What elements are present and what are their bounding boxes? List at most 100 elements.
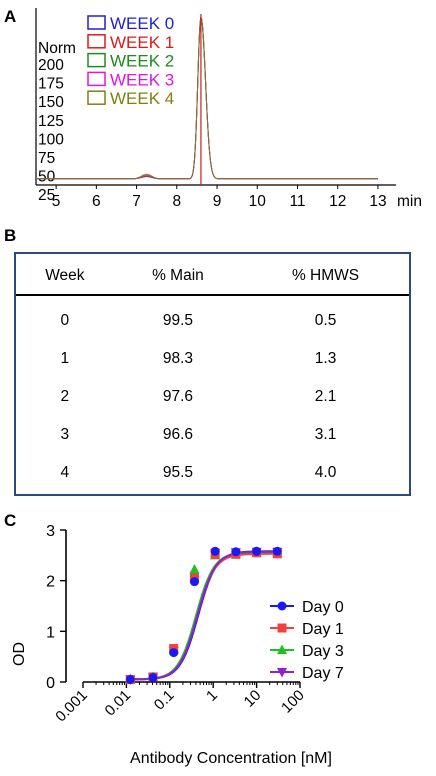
data-point (272, 546, 282, 556)
cell-hmws: 1.3 (314, 350, 337, 367)
y-tick-label: 2 (46, 574, 55, 591)
purity-table-box: Week % Main % HMWS 0 99.5 0.5 1 98.3 1.3… (14, 252, 411, 496)
legend-label: WEEK 3 (110, 70, 174, 89)
chromatogram-curves (36, 14, 378, 185)
data-point (252, 546, 262, 556)
cell-week: 2 (60, 388, 70, 405)
chromatogram-x-unit-label: min (397, 193, 422, 210)
table-row: 4 95.5 4.0 (16, 454, 409, 492)
chromatogram-y-unit-label: Norm (38, 40, 76, 57)
data-point (189, 564, 200, 574)
x-tick-label: 0.1 (151, 687, 178, 714)
data-point (125, 674, 135, 684)
table-row: 0 99.5 0.5 (16, 295, 409, 340)
legend-label: Day 7 (302, 665, 344, 682)
x-tick-label: 10 (249, 193, 267, 210)
x-tick-label: 7 (132, 193, 141, 210)
cell-main: 97.6 (162, 388, 194, 405)
legend-label: Day 1 (302, 621, 344, 638)
panel-label-a: A (4, 7, 16, 26)
y-tick-label: 0 (38, 223, 47, 225)
legend-label: WEEK 4 (110, 89, 174, 108)
y-tick-label: 1 (46, 624, 55, 641)
x-tick-label: 5 (52, 193, 61, 210)
legend-swatch (87, 90, 106, 105)
y-tick-label: 175 (38, 76, 64, 93)
y-tick-label: 200 (38, 57, 64, 74)
legend-marker (277, 644, 287, 654)
fit-curve (130, 552, 277, 681)
binding-curve-chart: C 0 1 2 3 0.001 0.01 0.1 1 10 100 Day 0 Day 1 Day 3… (4, 511, 344, 767)
x-tick-label: 10 (241, 687, 265, 711)
legend-marker (277, 623, 287, 633)
data-point (169, 648, 179, 658)
x-tick-label: 8 (172, 193, 181, 210)
legend-label: Day 0 (302, 599, 344, 616)
x-tick-label: 0.001 (52, 687, 91, 726)
fit-curve (130, 550, 277, 681)
legend-marker (277, 668, 287, 678)
panel-label-b: B (4, 226, 17, 245)
table-header-row: Week % Main % HMWS (16, 258, 409, 296)
legend-label: WEEK 1 (110, 33, 174, 52)
y-tick-label: 100 (38, 131, 64, 148)
cell-main: 98.3 (162, 350, 194, 367)
x-tick-label: 1 (203, 687, 221, 705)
cell-week: 3 (60, 426, 70, 443)
cell-main: 95.5 (162, 464, 194, 481)
data-point (231, 547, 241, 557)
binding-y-axis-label: OD (11, 642, 28, 666)
y-tick-label: 150 (38, 94, 64, 111)
data-point (210, 546, 220, 556)
x-tick-label: 9 (213, 193, 222, 210)
fit-curve (130, 551, 277, 681)
table-row: 2 97.6 2.1 (16, 378, 409, 416)
cell-week: 0 (60, 312, 70, 329)
binding-legend: Day 0 Day 1 Day 3 Day 7 (270, 599, 344, 682)
cell-main: 96.6 (162, 426, 194, 443)
x-tick-label: 12 (329, 193, 346, 210)
y-tick-label: 50 (38, 169, 56, 186)
legend-swatch (87, 15, 106, 30)
y-tick-label: 0 (46, 675, 55, 692)
binding-data-points (125, 546, 283, 685)
x-tick-label: 6 (92, 193, 101, 210)
cell-hmws: 4.0 (314, 464, 337, 481)
table-row: 1 98.3 1.3 (16, 340, 409, 378)
header-hmws: % HMWS (242, 258, 409, 296)
binding-fit-curves (130, 550, 277, 681)
cell-hmws: 2.1 (314, 388, 337, 405)
data-point (148, 672, 158, 682)
y-tick-label: 25 (38, 187, 55, 204)
cell-hmws: 0.5 (314, 312, 337, 329)
legend-swatch (87, 34, 106, 49)
x-tick-label: 0.01 (102, 687, 135, 720)
binding-x-axis-label: Antibody Concentration [nM] (130, 750, 332, 767)
header-week: Week (16, 258, 114, 296)
cell-week: 4 (60, 464, 70, 481)
table-row: 3 96.6 3.1 (16, 416, 409, 454)
data-point (189, 577, 199, 587)
y-tick-label: 125 (38, 113, 64, 130)
legend-label: Day 3 (302, 643, 344, 660)
legend-label: WEEK 2 (110, 52, 174, 71)
legend-swatch (87, 71, 106, 87)
y-tick-label: 75 (38, 150, 55, 167)
x-tick-label: 13 (369, 193, 386, 210)
x-tick-label: 11 (289, 193, 305, 210)
header-main: % Main (113, 258, 243, 296)
purity-table: Week % Main % HMWS 0 99.5 0.5 1 98.3 1.3… (16, 258, 409, 492)
panel-label-c: C (4, 511, 16, 530)
cell-main: 99.5 (162, 312, 194, 329)
cell-week: 1 (60, 350, 70, 367)
x-tick-label: 100 (278, 687, 308, 717)
legend-swatch (87, 52, 106, 68)
chromatogram-series-line (36, 17, 378, 180)
cell-hmws: 3.1 (314, 426, 337, 443)
legend-label: WEEK 0 (110, 14, 174, 33)
legend-marker (277, 601, 287, 611)
fit-curve (130, 550, 277, 681)
